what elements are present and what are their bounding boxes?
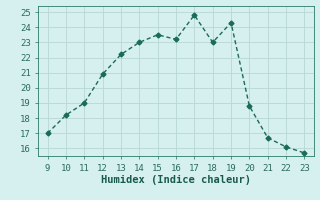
- X-axis label: Humidex (Indice chaleur): Humidex (Indice chaleur): [101, 175, 251, 185]
